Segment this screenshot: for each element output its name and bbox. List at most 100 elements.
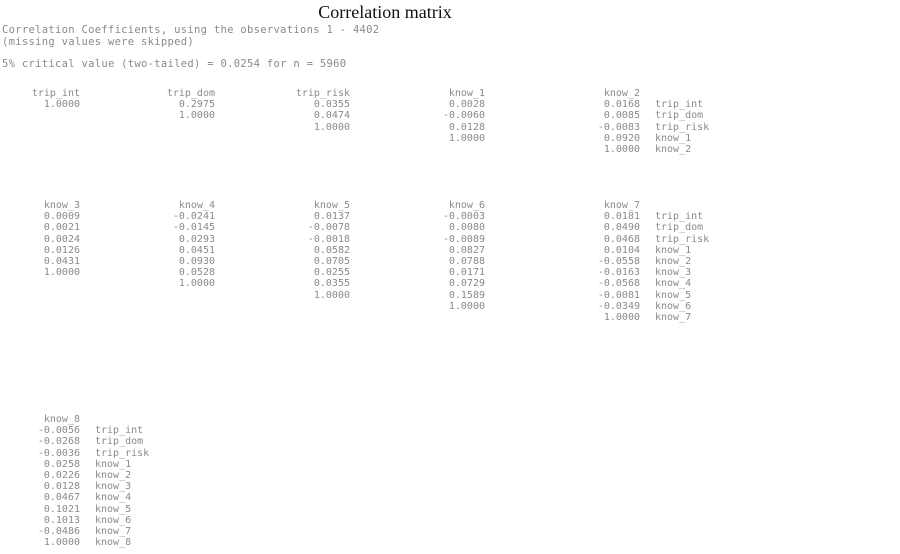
cell-value: 0.0582 (313, 244, 350, 256)
column-know-6: know_6 -0.0003 0.0080 -0.0089 0.0827 0.0… (425, 200, 485, 312)
cell-value: -0.0078 (307, 222, 350, 234)
cell-value: 0.0226 (43, 470, 80, 482)
cell-value: 0.0468 (603, 233, 640, 245)
row-label: know_1 (655, 132, 692, 144)
cell-value: -0.0486 (37, 526, 80, 538)
cell-value: 0.0171 (448, 267, 485, 279)
row-label: know_6 (655, 300, 692, 312)
cell-value: 0.0128 (43, 481, 80, 493)
row-label: know_5 (655, 289, 692, 301)
cell-value: -0.0036 (37, 447, 80, 459)
cell-value: -0.0060 (442, 110, 485, 122)
cell-value: 0.0258 (43, 458, 80, 470)
cell-value: 0.0930 (178, 256, 215, 268)
cell-value: -0.0089 (442, 233, 485, 245)
cell-value: 1.0000 (603, 144, 640, 156)
column-know-1: know_1 0.0028 -0.0060 0.0128 1.0000 (425, 88, 485, 144)
cell-value: 0.0431 (43, 256, 80, 268)
cell-value: 0.1021 (43, 503, 80, 515)
cell-value: 0.0490 (603, 222, 640, 234)
row-label: know_2 (95, 470, 132, 481)
column-know-7: know_7 0.0181 0.0490 0.0468 0.0104 -0.05… (580, 200, 640, 323)
row-label: know_1 (655, 244, 692, 256)
cell-value: 0.0474 (313, 110, 350, 122)
row-labels: trip_int trip_dom trip_risk know_1 know_… (655, 211, 709, 323)
cell-value: 0.0920 (603, 132, 640, 144)
column-trip-dom: trip_dom 0.2975 1.0000 (155, 88, 215, 122)
column-know-8: know_8 -0.0056 -0.0268 -0.0036 0.0258 0.… (20, 414, 80, 548)
column-header: know_5 (313, 200, 350, 211)
cell-value: -0.0145 (172, 222, 215, 234)
cell-value: 1.0000 (313, 289, 350, 301)
cell-value: -0.0083 (597, 121, 640, 133)
cell-value: 0.0355 (313, 99, 350, 111)
header-line-critical-value: 5% critical value (two-tailed) = 0.0254 … (2, 58, 347, 70)
cell-value: 0.0729 (448, 278, 485, 290)
row-label: know_8 (95, 537, 132, 549)
cell-value: -0.0558 (597, 256, 640, 268)
cell-value: -0.0349 (597, 300, 640, 312)
cell-value: 1.0000 (43, 537, 80, 549)
column-header: know_1 (448, 88, 485, 99)
cell-value: -0.0568 (597, 278, 640, 290)
row-label: trip_risk (95, 447, 150, 459)
cell-value: 0.0009 (43, 211, 80, 223)
row-label: know_5 (95, 503, 132, 515)
cell-value: 1.0000 (178, 278, 215, 290)
column-header: know_4 (178, 200, 215, 211)
row-label: trip_risk (655, 121, 710, 133)
cell-value: 0.0024 (43, 233, 80, 245)
column-know-4: know_4 -0.0241 -0.0145 0.0293 0.0451 0.0… (155, 200, 215, 290)
row-label: trip_risk (655, 233, 710, 245)
page-title: Correlation matrix (318, 2, 452, 22)
header-line-missing: (missing values were skipped) (2, 36, 195, 48)
cell-value: 0.0168 (603, 99, 640, 111)
column-header: trip_risk (295, 88, 350, 99)
cell-value: 0.2975 (178, 99, 215, 111)
cell-value: 0.0255 (313, 267, 350, 279)
column-header: trip_dom (166, 88, 215, 99)
row-label: trip_int (655, 99, 704, 111)
row-labels: trip_int trip_dom trip_risk know_1 know_… (95, 425, 149, 548)
cell-value: 0.1589 (448, 289, 485, 301)
row-label: know_3 (95, 481, 132, 493)
cell-value: 0.0705 (313, 256, 350, 268)
column-header: know_8 (43, 414, 80, 425)
row-label: know_6 (95, 514, 132, 526)
cell-value: 0.0128 (448, 121, 485, 133)
column-header: know_7 (603, 200, 640, 211)
column-trip-int: trip_int 1.0000 (20, 88, 80, 110)
header-line-observations: Correlation Coefficients, using the obse… (2, 24, 380, 36)
column-header: know_3 (43, 200, 80, 211)
cell-value: 0.0080 (448, 222, 485, 234)
row-label: know_7 (655, 312, 692, 324)
row-label: know_2 (655, 144, 692, 155)
cell-value: 1.0000 (603, 312, 640, 324)
cell-value: -0.0163 (597, 267, 640, 279)
cell-value: 1.0000 (178, 110, 215, 122)
cell-value: 0.0788 (448, 256, 485, 268)
cell-value: 0.0827 (448, 244, 485, 256)
cell-value: 0.0528 (178, 267, 215, 279)
column-trip-risk: trip_risk 0.0355 0.0474 1.0000 (290, 88, 350, 133)
row-label: trip_dom (655, 222, 704, 234)
row-label: trip_dom (95, 436, 144, 448)
column-know-2: know_2 0.0168 0.0085 -0.0083 0.0920 1.00… (580, 88, 640, 155)
cell-value: 0.0137 (313, 211, 350, 223)
cell-value: 1.0000 (43, 99, 80, 111)
cell-value: 0.0293 (178, 233, 215, 245)
cell-value: 0.0451 (178, 244, 215, 256)
cell-value: 0.0181 (603, 211, 640, 223)
cell-value: -0.0081 (597, 289, 640, 301)
cell-value: -0.0003 (442, 211, 485, 223)
row-labels: trip_int trip_dom trip_risk know_1 know_… (655, 99, 709, 155)
cell-value: 0.0028 (448, 99, 485, 111)
column-header: know_2 (603, 88, 640, 99)
cell-value: -0.0241 (172, 211, 215, 223)
cell-value: 0.0467 (43, 492, 80, 504)
row-label: know_4 (95, 492, 132, 504)
cell-value: 1.0000 (43, 267, 80, 279)
cell-value: -0.0056 (37, 425, 80, 437)
row-label: know_7 (95, 526, 132, 538)
row-label: trip_int (95, 425, 144, 437)
